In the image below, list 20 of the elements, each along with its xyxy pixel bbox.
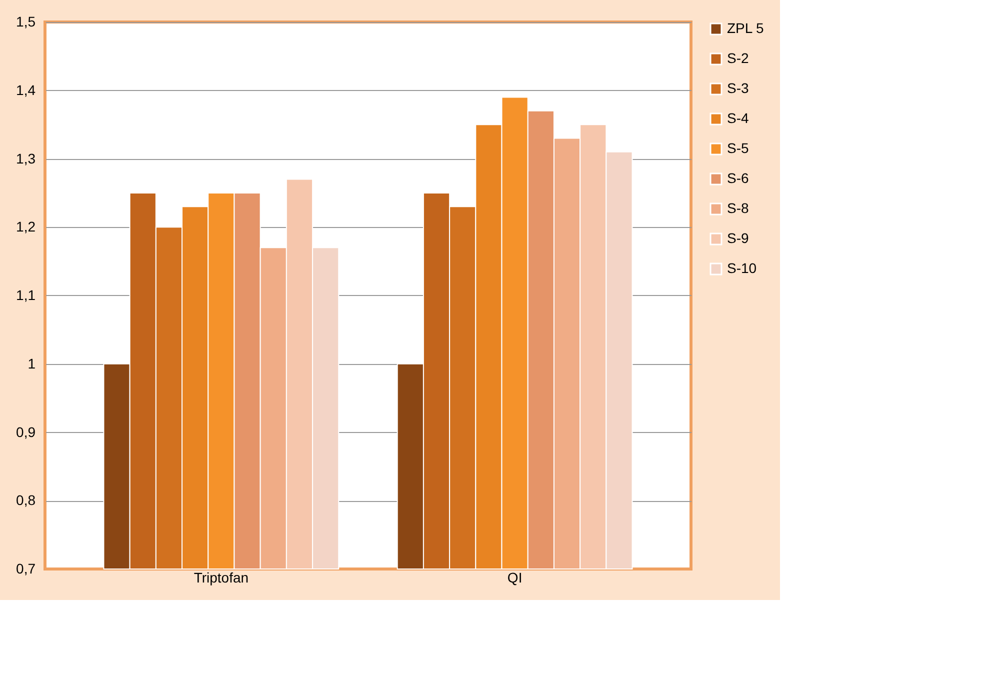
legend-label: S-4 — [727, 110, 749, 126]
legend-label: S-3 — [727, 80, 749, 96]
y-tick-label: 0,7 — [16, 560, 36, 576]
y-tick-label: 0,9 — [16, 424, 36, 440]
y-tick-label: 1,4 — [16, 82, 36, 98]
legend-label: S-9 — [727, 230, 749, 246]
y-tick-label: 1,5 — [16, 14, 36, 30]
y-tick-label: 1,2 — [16, 218, 36, 235]
x-tick-label: Triptofan — [194, 570, 249, 586]
x-tick-label: QI — [507, 570, 522, 586]
legend-label: S-2 — [727, 50, 749, 66]
legend-label: S-6 — [727, 170, 749, 186]
legend-label: S-10 — [727, 260, 757, 276]
legend-label: S-8 — [727, 200, 749, 216]
y-tick-label: 0,8 — [16, 492, 36, 508]
y-tick-label: 1 — [28, 355, 36, 372]
y-tick-label: 1,3 — [16, 150, 36, 166]
y-tick-label: 1,1 — [16, 287, 36, 303]
legend-label: ZPL 5 — [727, 20, 764, 36]
legend-label: S-5 — [727, 140, 749, 156]
